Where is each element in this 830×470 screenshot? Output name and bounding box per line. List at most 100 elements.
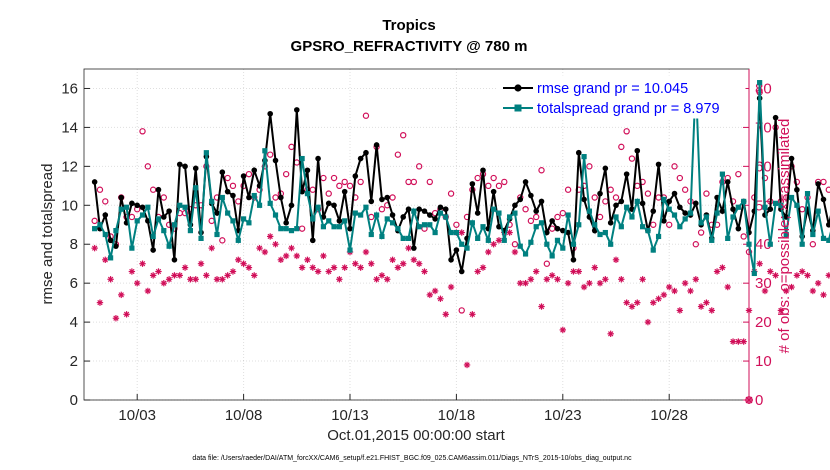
rmse-point [772,114,779,121]
rmse-point [634,147,641,154]
assimilated-obs-point [176,272,183,279]
totalspread-point [230,218,236,224]
y-tick-label: 6 [70,275,78,292]
totalspread-point [288,228,295,234]
totalspread-point [448,229,454,236]
assimilated-obs-point [591,264,598,271]
totalspread-point [778,202,784,208]
totalspread-point [533,224,539,230]
rmse-point [219,169,226,175]
possible-obs-point [219,237,226,244]
rmse-point [299,188,305,195]
assimilated-obs-point [485,248,492,256]
totalspread-point [177,202,183,208]
possible-obs-point [543,260,551,267]
assimilated-obs-point [235,256,242,264]
possible-obs-point [378,205,386,213]
totalspread-point [507,214,513,220]
totalspread-point [544,241,550,247]
assimilated-obs-point [740,338,747,345]
assimilated-obs-point [612,256,620,264]
assimilated-obs-point [650,299,657,306]
totalspread-point [278,226,284,232]
totalspread-point [432,229,438,236]
possible-obs-point [729,198,737,205]
totalspread-point [246,220,252,226]
totalspread-point [799,241,805,247]
possible-obs-point [128,213,136,221]
rmse-point [176,161,183,168]
possible-obs-point [591,194,598,201]
totalspread-point [804,191,811,197]
totalspread-point [485,237,491,243]
totalspread-point [634,198,640,204]
totalspread-point [150,233,156,240]
assimilated-obs-point [676,307,684,314]
rmse-point [389,212,396,218]
rmse-point [304,167,311,174]
totalspread-point [496,210,502,216]
rmse-point [538,198,545,205]
totalspread-point [655,233,662,240]
assimilated-obs-point [368,260,375,267]
totalspread-point [581,154,587,160]
y-tick-label: 4 [70,314,78,331]
possible-obs-point [362,112,370,119]
rmse-point [166,208,172,214]
totalspread-point [751,270,757,277]
assimilated-obs-point [575,268,582,275]
assimilated-obs-point [197,260,205,267]
assimilated-obs-point [405,244,412,252]
rmse-point [341,188,348,195]
rmse-point [240,173,247,179]
rmse-point [288,202,295,209]
assimilated-obs-point [814,279,822,287]
rmse-point [666,198,672,205]
rmse-point [528,192,534,199]
totalspread-point [336,224,342,230]
assimilated-obs-point [479,264,487,271]
assimilated-obs-point [825,272,830,279]
rmse-point [767,206,774,212]
rmse-point [363,149,369,156]
rmse-series-line [93,98,830,272]
assimilated-obs-point [724,283,731,291]
totalspread-point [613,214,619,220]
assimilated-obs-point [192,276,199,283]
assimilated-obs-point [745,307,753,314]
assimilated-obs-point [538,303,545,310]
totalspread-point [219,194,225,201]
totalspread-point [757,80,763,86]
totalspread-point [586,208,592,214]
totalspread-point [267,200,273,206]
rmse-point [161,214,167,220]
totalspread-point [730,214,736,220]
assimilated-obs-point [564,279,572,287]
totalspread-point [187,228,193,234]
assimilated-obs-point [102,256,109,264]
x-axis-label: Oct.01,2015 00:00:00 start [327,427,505,444]
totalspread-point [374,212,380,218]
rmse-point [549,218,555,224]
rmse-point [139,204,146,211]
x-axis: 10/03 10/08 10/13 10/18 10/23 10/28 [118,394,688,424]
rmse-point [677,204,683,211]
rmse-point [437,204,444,211]
totalspread-point [326,218,332,224]
possible-obs-point [357,178,364,186]
totalspread-point [363,204,369,210]
y-tick-label: 10 [61,197,78,214]
totalspread-point [400,235,406,241]
possible-obs-point [612,194,620,201]
totalspread-point [592,222,598,228]
rmse-point [384,194,391,201]
possible-obs-point [538,167,545,174]
rmse-point [490,188,497,195]
totalspread-point [554,237,561,243]
rmse-point [267,110,274,117]
assimilated-obs-point [596,279,604,287]
assimilated-obs-point [804,272,811,279]
assimilated-obs-point [713,268,721,275]
rmse-point [294,107,300,113]
